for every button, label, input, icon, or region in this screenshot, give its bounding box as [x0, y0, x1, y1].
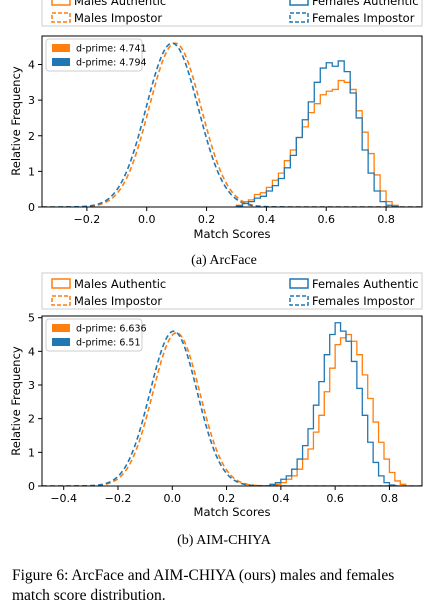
- y-tick-label: 5: [28, 312, 35, 325]
- axis-ticks: −0.2 0.0 0.2 0.4 0.6 0.8 0 1 2 3 4: [28, 59, 395, 227]
- dprime-swatch-females: [52, 58, 70, 66]
- series-females-impostor: [42, 42, 422, 207]
- axes-frame: [41, 315, 423, 487]
- subcaption-b: (b) AIM-CHIYA: [177, 533, 272, 548]
- legend-label: Females Authentic: [312, 277, 419, 291]
- subcaption-a: (a) ArcFace: [191, 253, 257, 268]
- y-axis-label: Relative Frequency: [9, 346, 23, 456]
- legend-swatch-males-impostor: [51, 295, 71, 306]
- y-tick-label: 4: [28, 59, 35, 72]
- y-tick-label: 3: [28, 94, 35, 107]
- dprime-label-females: d-prime: 4.794: [76, 58, 147, 69]
- x-axis-label: Match Scores: [194, 505, 271, 519]
- dprime-label-females: d-prime: 6.51: [76, 338, 141, 349]
- x-tick-label: 0.0: [138, 213, 156, 226]
- legend-label: Males Impostor: [74, 11, 162, 25]
- dprime-swatch-females: [52, 338, 70, 346]
- series-females-authentic: [269, 322, 396, 486]
- legend-top: Males Authentic Males Impostor Females A…: [41, 272, 423, 310]
- plot-area: [42, 42, 422, 207]
- x-tick-label: 0.2: [218, 492, 236, 505]
- legend-swatch-females-authentic: [289, 278, 309, 289]
- x-tick-label: 0.0: [164, 492, 182, 505]
- legend-swatch-females-impostor: [289, 295, 309, 306]
- legend-label: Females Authentic: [312, 0, 419, 8]
- y-tick-label: 1: [28, 446, 35, 459]
- y-tick-label: 4: [28, 345, 35, 358]
- x-tick-label: 0.8: [377, 213, 395, 226]
- dprime-label-males: d-prime: 4.741: [76, 44, 147, 55]
- chart-aim-chiya: Males Authentic Males Impostor Females A…: [9, 272, 423, 548]
- legend-swatch-males-impostor: [51, 12, 71, 23]
- x-tick-label: 0.2: [198, 213, 216, 226]
- axis-ticks: −0.4 −0.2 0.0 0.2 0.4 0.6 0.8 0 1 2 3 4 5: [28, 312, 398, 505]
- y-tick-label: 2: [28, 413, 35, 426]
- series-females-impostor: [42, 330, 422, 486]
- y-tick-label: 0: [28, 480, 35, 493]
- y-tick-label: 2: [28, 130, 35, 143]
- legend-top: Males Authentic Males Impostor Females A…: [41, 0, 423, 27]
- y-tick-label: 1: [28, 165, 35, 178]
- dprime-swatch-males: [52, 324, 70, 332]
- series-males-authentic: [274, 333, 407, 486]
- y-axis-label: Relative Frequency: [9, 66, 23, 176]
- dprime-label-males: d-prime: 6.636: [76, 324, 147, 335]
- x-tick-label: 0.4: [258, 213, 276, 226]
- series-males-impostor: [42, 42, 422, 207]
- legend-swatch-females-authentic: [289, 0, 309, 6]
- x-tick-label: −0.2: [74, 213, 101, 226]
- x-tick-label: 0.4: [272, 492, 290, 505]
- axes-frame: [41, 35, 423, 208]
- legend-label: Females Impostor: [312, 11, 415, 25]
- legend-label: Males Impostor: [74, 294, 162, 308]
- series-males-authentic: [235, 79, 399, 207]
- x-tick-label: 0.6: [326, 492, 344, 505]
- x-tick-label: 0.8: [381, 492, 399, 505]
- series-males-impostor: [42, 332, 422, 486]
- legend-label: Males Authentic: [74, 277, 166, 291]
- figure-caption: Figure 6: ArcFace and AIM-CHIYA (ours) m…: [12, 567, 395, 604]
- legend-swatch-males-authentic: [51, 0, 71, 6]
- x-tick-label: −0.2: [105, 492, 132, 505]
- legend-label: Females Impostor: [312, 294, 415, 308]
- chart-arcface: Males Authentic Males Impostor Females A…: [9, 0, 423, 268]
- x-tick-label: −0.4: [50, 492, 77, 505]
- plot-area: [42, 322, 422, 486]
- series-females-authentic: [235, 60, 399, 207]
- x-tick-label: 0.6: [318, 213, 336, 226]
- inset-legend: d-prime: 4.741 d-prime: 4.794: [45, 38, 147, 72]
- inset-legend: d-prime: 6.636 d-prime: 6.51: [45, 318, 147, 352]
- legend-label: Males Authentic: [74, 0, 166, 8]
- y-tick-label: 3: [28, 379, 35, 392]
- legend-swatch-males-authentic: [51, 278, 71, 289]
- x-axis-label: Match Scores: [194, 227, 271, 241]
- dprime-swatch-males: [52, 44, 70, 52]
- y-tick-label: 0: [28, 201, 35, 214]
- legend-swatch-females-impostor: [289, 12, 309, 23]
